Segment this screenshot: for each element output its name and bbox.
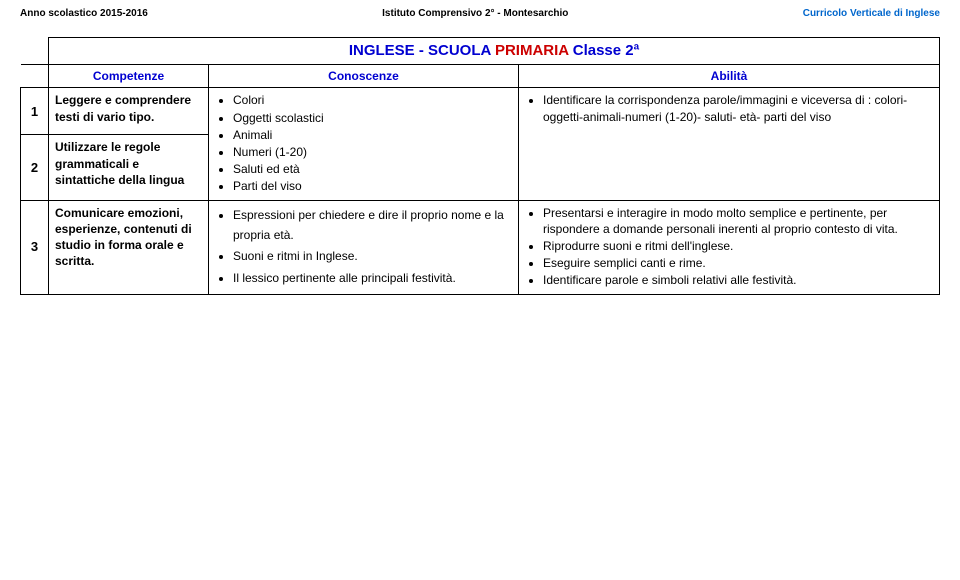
header-left: Anno scolastico 2015-2016: [20, 8, 148, 19]
conoscenze-cell: Espressioni per chiedere e dire il propr…: [209, 200, 519, 294]
title-classe: Classe 2ª: [569, 42, 640, 59]
header-center: Istituto Comprensivo 2° - Montesarchio: [382, 8, 568, 19]
title-primaria: PRIMARIA: [495, 42, 569, 59]
abilita-cell: Presentarsi e interagire in modo molto s…: [519, 200, 940, 294]
table-row: 1 Leggere e comprendere testi di vario t…: [21, 88, 940, 135]
list-item: Identificare la corrispondenza parole/im…: [543, 92, 933, 124]
conoscenze-cell: Colori Oggetti scolastici Animali Numeri…: [209, 88, 519, 200]
list-item: Presentarsi e interagire in modo molto s…: [543, 205, 933, 237]
list-item: Numeri (1-20): [233, 144, 512, 160]
col-abilita: Abilità: [519, 65, 940, 88]
row-num: 3: [21, 200, 49, 294]
title-prefix: INGLESE - SCUOLA: [349, 42, 495, 59]
competenza-cell: Utilizzare le regole grammaticali e sint…: [49, 135, 209, 200]
row-num: 2: [21, 135, 49, 200]
list-item: Identificare parole e simboli relativi a…: [543, 272, 933, 288]
list-item: Il lessico pertinente alle principali fe…: [233, 268, 512, 288]
list-item: Riprodurre suoni e ritmi dell'inglese.: [543, 238, 933, 254]
table-row: 3 Comunicare emozioni, esperienze, conte…: [21, 200, 940, 294]
col-conoscenze: Conoscenze: [209, 65, 519, 88]
competenza-cell: Comunicare emozioni, esperienze, contenu…: [49, 200, 209, 294]
curriculum-table: INGLESE - SCUOLA PRIMARIA Classe 2ª Comp…: [20, 37, 940, 295]
list-item: Colori: [233, 92, 512, 108]
page-header: Anno scolastico 2015-2016 Istituto Compr…: [20, 8, 940, 19]
row-num: 1: [21, 88, 49, 135]
table-title: INGLESE - SCUOLA PRIMARIA Classe 2ª: [49, 38, 940, 65]
list-item: Suoni e ritmi in Inglese.: [233, 246, 512, 266]
list-item: Espressioni per chiedere e dire il propr…: [233, 205, 512, 246]
abilita-cell: Identificare la corrispondenza parole/im…: [519, 88, 940, 200]
list-item: Parti del viso: [233, 178, 512, 194]
col-competenze: Competenze: [49, 65, 209, 88]
header-right: Curricolo Verticale di Inglese: [803, 8, 940, 19]
list-item: Oggetti scolastici: [233, 110, 512, 126]
list-item: Saluti ed età: [233, 161, 512, 177]
list-item: Eseguire semplici canti e rime.: [543, 255, 933, 271]
list-item: Animali: [233, 127, 512, 143]
competenza-cell: Leggere e comprendere testi di vario tip…: [49, 88, 209, 135]
